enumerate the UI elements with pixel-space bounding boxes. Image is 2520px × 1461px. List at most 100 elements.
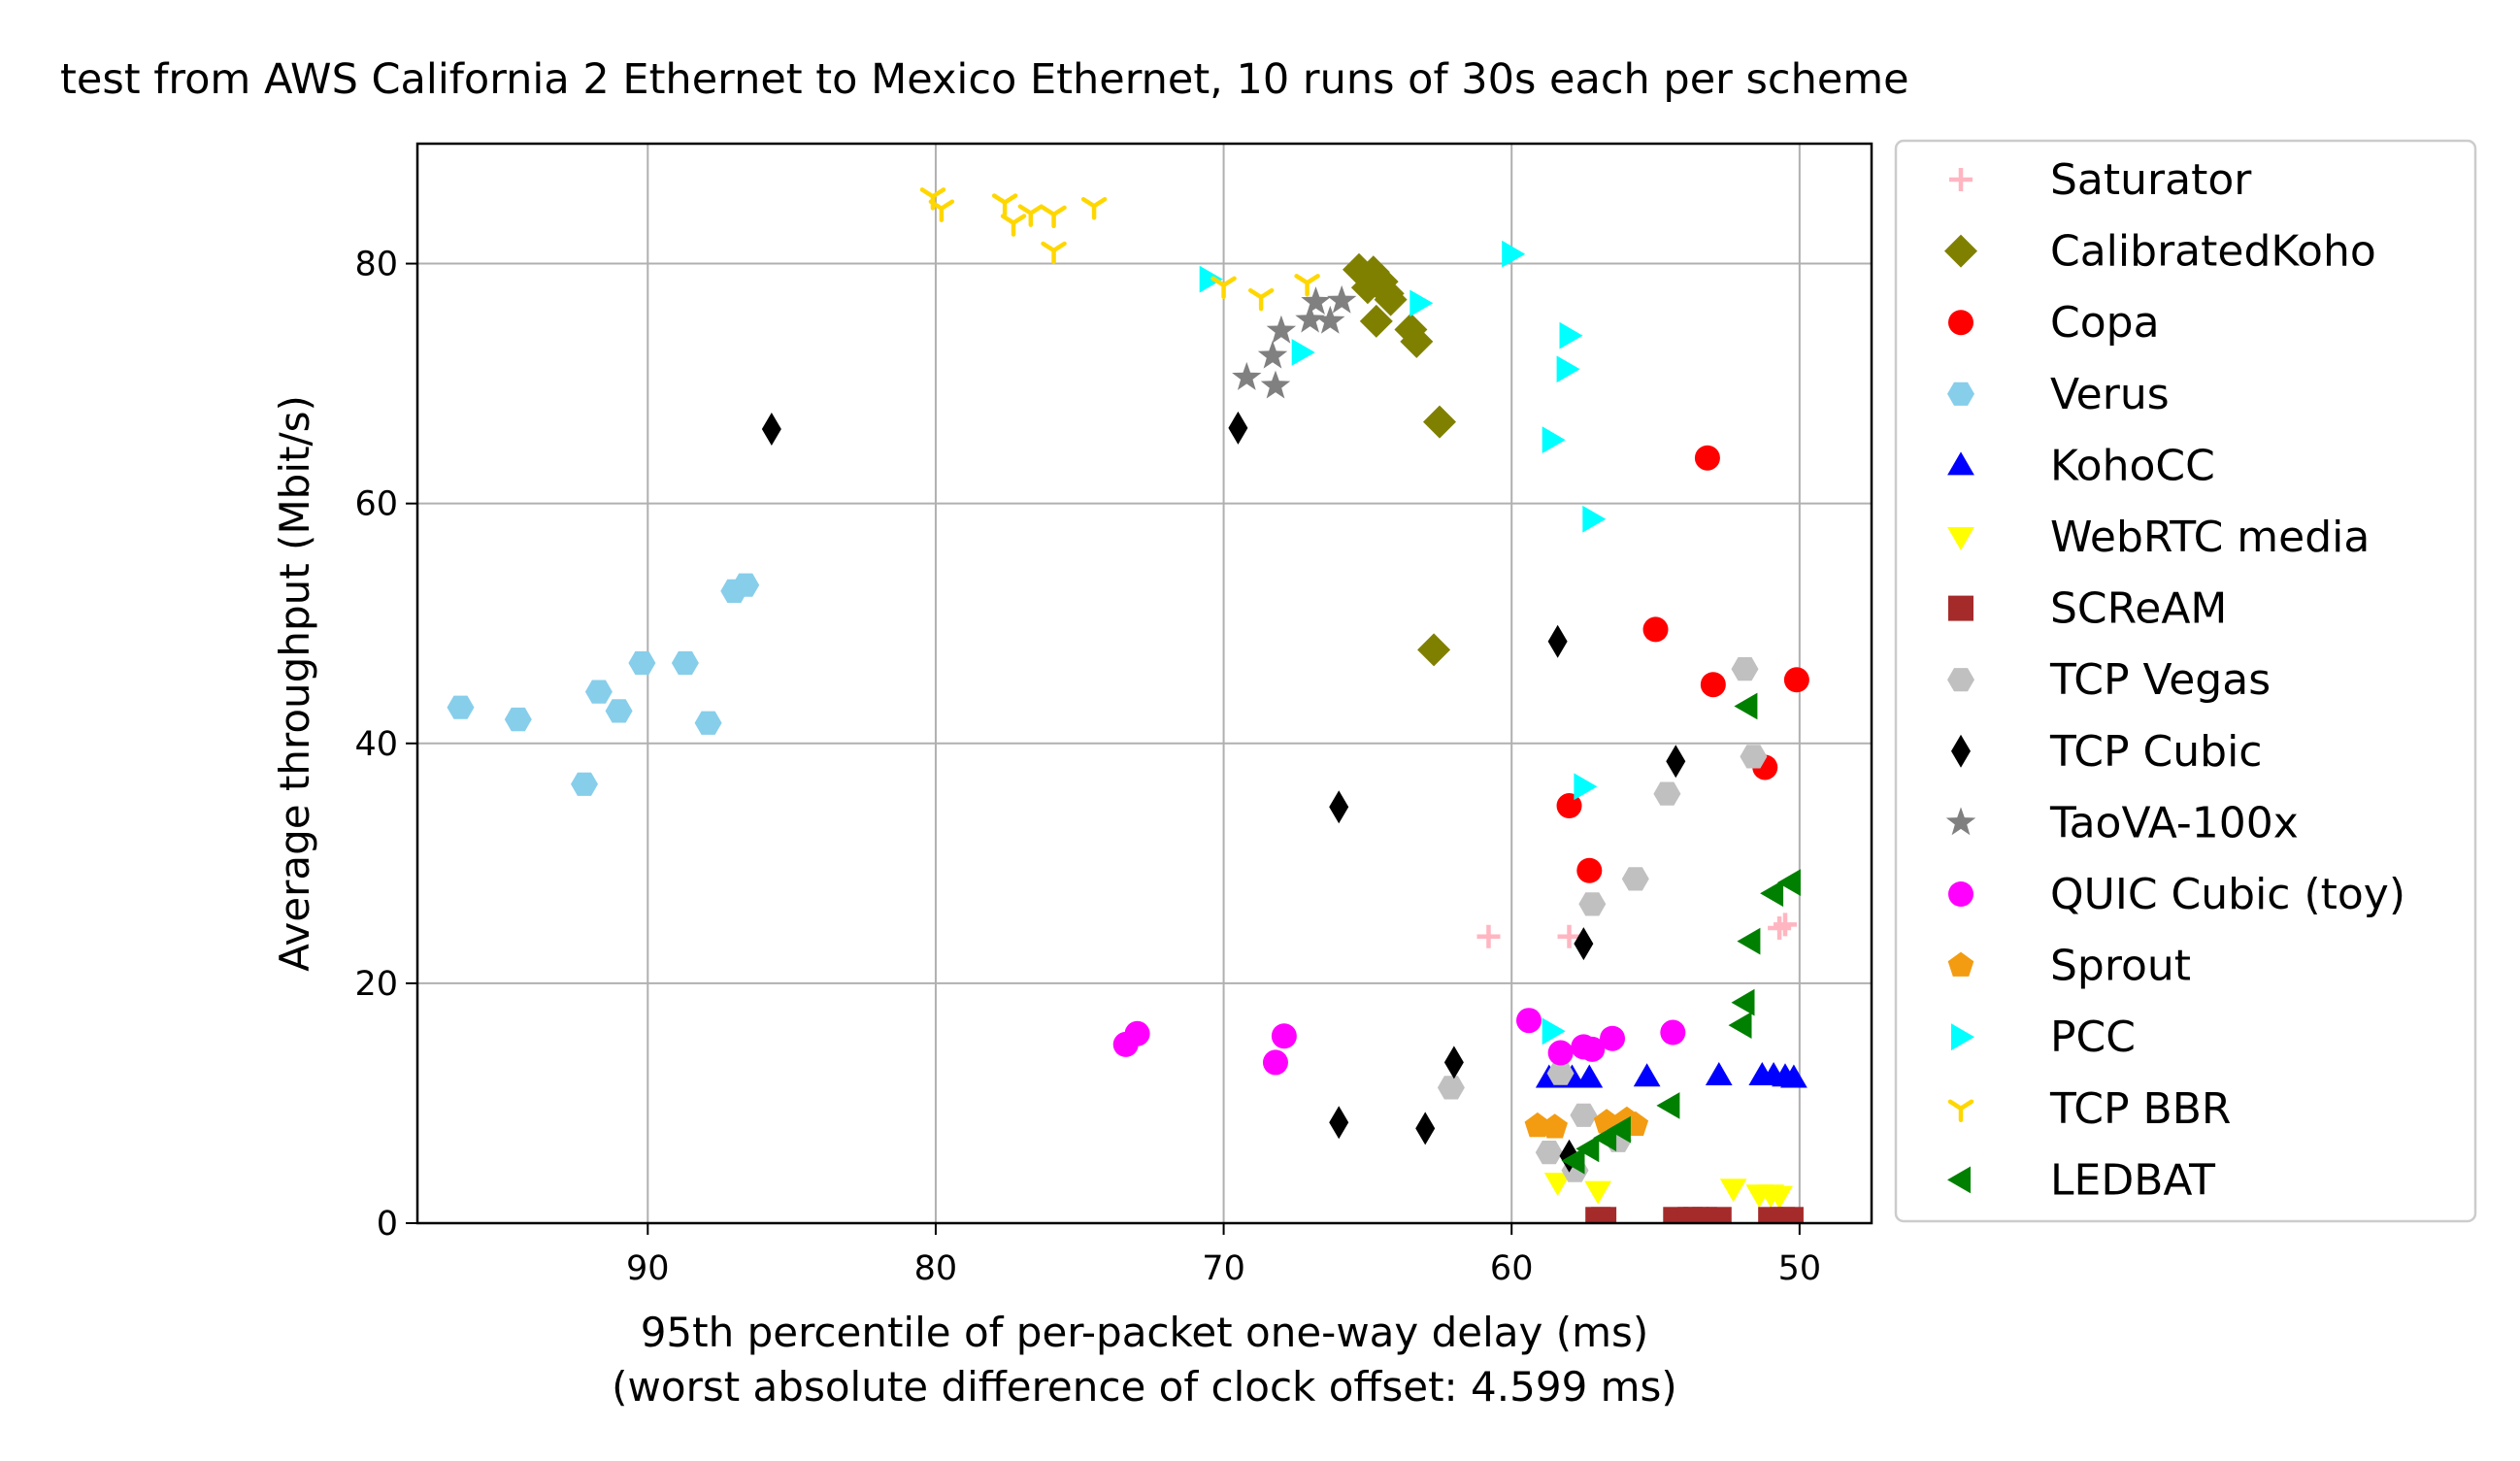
data-point xyxy=(1700,672,1726,698)
data-point xyxy=(1666,745,1686,779)
legend-label: SCReAM xyxy=(2050,584,2227,634)
data-point xyxy=(1247,287,1275,312)
data-point xyxy=(1660,1019,1686,1046)
x-axis-label: 95th percentile of per-packet one-way de… xyxy=(641,1309,1649,1356)
data-point xyxy=(1295,304,1325,333)
grid xyxy=(417,144,1872,1224)
series-quic-cubic-toy xyxy=(1112,1008,1686,1076)
y-tick-label: 0 xyxy=(377,1205,398,1244)
data-point xyxy=(1232,361,1262,390)
x-axis-label-secondary: (worst absolute difference of clock offs… xyxy=(612,1363,1677,1411)
legend-marker xyxy=(1947,951,1974,977)
series-tcp-vegas xyxy=(1437,657,1768,1182)
data-point xyxy=(732,573,760,597)
series-scream xyxy=(1585,1207,1804,1223)
data-point xyxy=(1561,1146,1585,1175)
data-point xyxy=(1542,426,1566,453)
legend-item-taova-100x: TaoVA-100x xyxy=(1945,798,2299,847)
data-point xyxy=(1719,1179,1747,1203)
data-point xyxy=(1728,1012,1752,1039)
data-point xyxy=(1516,1008,1542,1034)
data-point xyxy=(1591,1207,1617,1223)
data-point xyxy=(1400,324,1434,358)
series-saturator xyxy=(1476,913,1798,948)
data-point xyxy=(1574,927,1594,961)
series-verus xyxy=(447,573,760,796)
data-point xyxy=(1542,1113,1568,1139)
series-calibratedkoho xyxy=(1343,252,1456,667)
data-point xyxy=(605,699,633,723)
legend-label: TCP BBR xyxy=(2049,1084,2231,1134)
legend-label: QUIC Cubic (toy) xyxy=(2050,870,2405,919)
legend-frame xyxy=(1894,139,2477,1223)
legend-item-quic-cubic-toy: QUIC Cubic (toy) xyxy=(1948,870,2405,919)
data-point xyxy=(571,772,598,796)
data-point xyxy=(1653,781,1681,806)
data-point xyxy=(1228,411,1248,445)
data-point xyxy=(1780,1064,1807,1088)
y-tick-label: 80 xyxy=(354,246,398,284)
data-point xyxy=(1524,1112,1551,1138)
data-point xyxy=(1291,339,1315,366)
legend-marker xyxy=(1948,595,1973,621)
series-copa xyxy=(1556,445,1809,883)
x-tick-label: 90 xyxy=(626,1249,670,1288)
data-point xyxy=(1740,745,1768,769)
data-point xyxy=(1575,1064,1604,1088)
legend-label: PCC xyxy=(2050,1013,2136,1062)
data-point xyxy=(1415,1112,1436,1146)
data-point xyxy=(1359,304,1393,338)
legend-item-copa: Copa xyxy=(1948,298,2160,348)
legend-label: CalibratedKoho xyxy=(2050,227,2376,277)
data-point xyxy=(1774,913,1798,937)
data-point xyxy=(1706,1207,1732,1223)
data-points xyxy=(447,187,1809,1223)
legend-marker xyxy=(1947,668,1974,692)
data-point xyxy=(1783,667,1809,693)
x-tick-label: 80 xyxy=(914,1249,958,1288)
data-point xyxy=(1734,692,1758,720)
data-point xyxy=(1642,616,1669,643)
legend-label: KohoCC xyxy=(2050,441,2215,490)
data-point xyxy=(1556,793,1582,819)
data-point xyxy=(1210,276,1237,300)
legend-label: LEDBAT xyxy=(2050,1155,2215,1205)
data-point xyxy=(1578,892,1607,916)
data-point xyxy=(1705,1062,1733,1085)
data-point xyxy=(1260,370,1291,399)
x-tick-label: 50 xyxy=(1778,1249,1822,1288)
data-point xyxy=(1262,1049,1288,1076)
data-point xyxy=(1476,924,1501,948)
data-point xyxy=(1080,196,1108,220)
data-point xyxy=(1041,205,1067,229)
legend-marker xyxy=(1944,234,1977,268)
legend-marker xyxy=(1951,1023,1974,1051)
data-point xyxy=(1437,1076,1465,1100)
y-tick-label: 20 xyxy=(354,965,398,1004)
data-point xyxy=(1502,240,1526,268)
data-point xyxy=(1266,315,1297,344)
data-point xyxy=(1124,1020,1150,1046)
legend-marker xyxy=(1948,310,1973,336)
legend-label: Saturator xyxy=(2050,155,2252,205)
data-point xyxy=(1556,355,1580,383)
legend-marker xyxy=(1947,1099,1974,1123)
series-tcp-bbr xyxy=(919,187,1320,312)
legend-item-ledbat: LEDBAT xyxy=(1947,1155,2215,1205)
y-tick-label: 40 xyxy=(354,725,398,764)
data-point xyxy=(1000,214,1027,237)
data-point xyxy=(1535,1141,1563,1165)
data-point xyxy=(1582,505,1607,533)
data-point xyxy=(1542,1017,1566,1046)
data-point xyxy=(1423,405,1456,439)
legend-item-tcp-vegas: TCP Vegas xyxy=(1947,655,2271,705)
data-point xyxy=(761,413,781,447)
data-point xyxy=(1600,1025,1626,1051)
data-point xyxy=(991,193,1018,216)
data-point xyxy=(1570,1103,1598,1127)
data-point xyxy=(1731,657,1759,681)
data-point xyxy=(1731,988,1755,1016)
data-point xyxy=(1737,927,1761,955)
data-point xyxy=(1766,1185,1793,1210)
